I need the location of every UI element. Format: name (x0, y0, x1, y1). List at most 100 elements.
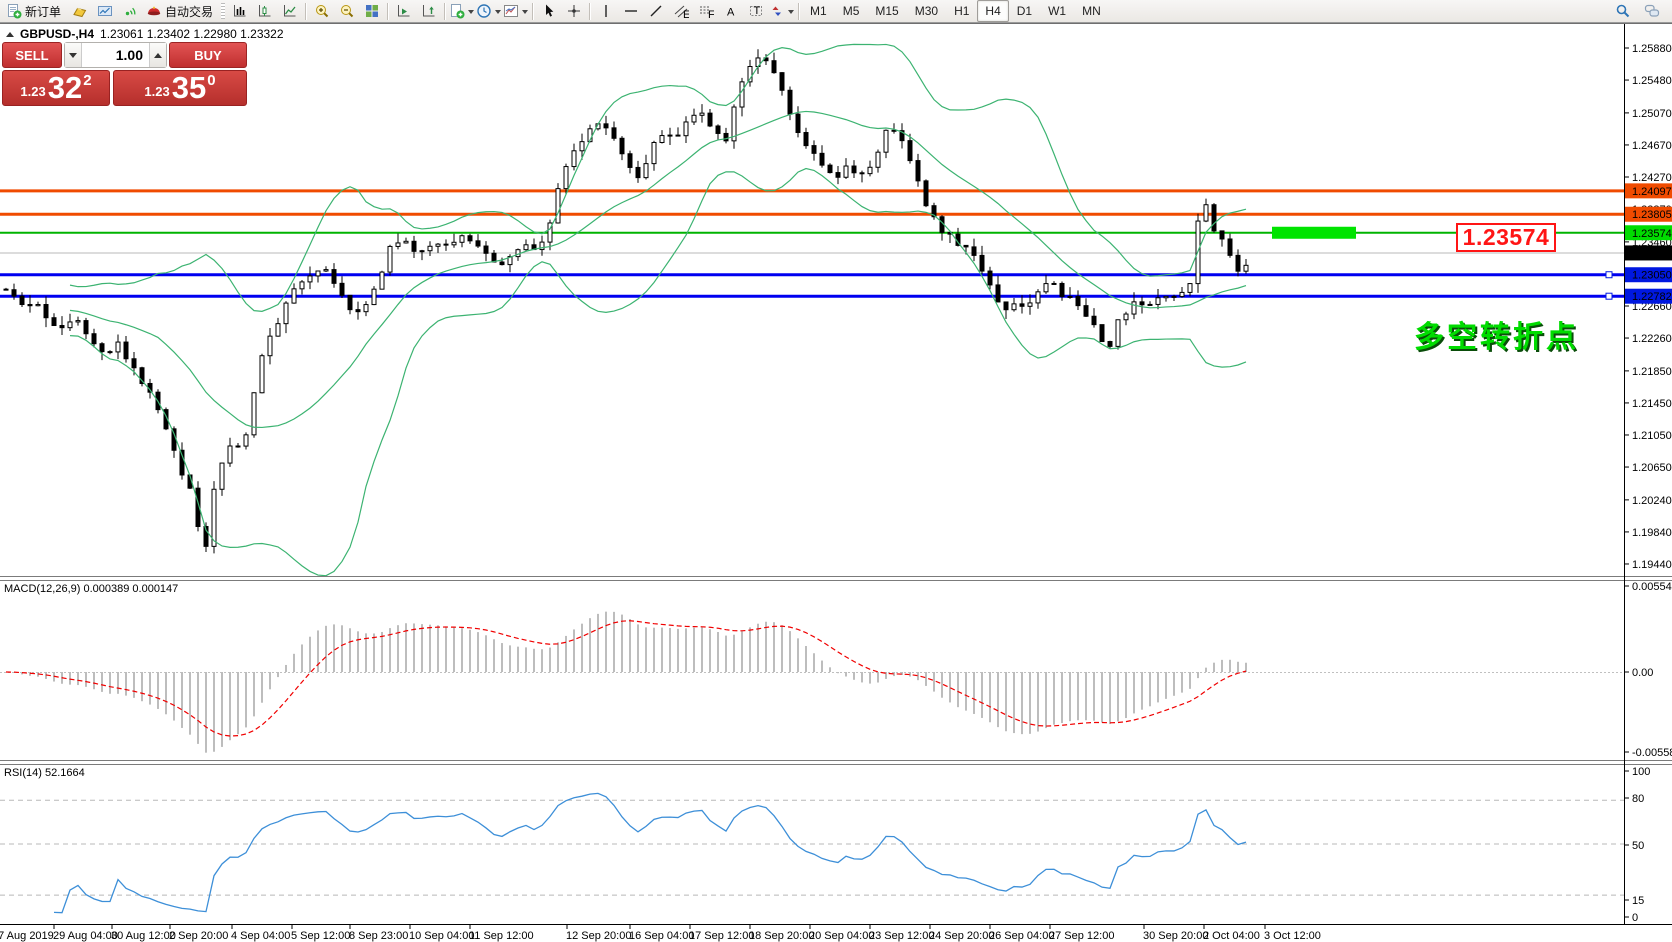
cursor-button[interactable] (536, 0, 561, 22)
tile-windows-button[interactable] (359, 0, 384, 22)
sell-button[interactable]: SELL (2, 42, 62, 68)
line-chart-button[interactable] (277, 0, 302, 22)
svg-text:1.25480: 1.25480 (1632, 75, 1672, 87)
sell-price-pips: 32 (47, 70, 83, 105)
collapse-arrow-icon[interactable] (6, 28, 14, 37)
timeframe-w1-button[interactable]: W1 (1048, 4, 1067, 18)
timeframe-d1-button[interactable]: D1 (1016, 4, 1033, 18)
timeframe-m5-button[interactable]: M5 (842, 4, 860, 18)
zoom-in-button[interactable] (309, 0, 334, 22)
text-tool-button[interactable]: A (718, 0, 743, 22)
timeframe-m30-button[interactable]: M30 (914, 4, 939, 18)
spinner-up-icon (154, 49, 162, 58)
timeframe-mn-button[interactable]: MN (1082, 4, 1101, 18)
one-click-prices: 1.23 32 2 1.23 35 0 (2, 70, 247, 106)
chart-shift-icon (421, 3, 437, 19)
price-annotation-box[interactable]: 1.23574 (1456, 223, 1556, 252)
pivot-highlight-bar[interactable] (1272, 226, 1356, 239)
svg-text:17 Sep 12:00: 17 Sep 12:00 (689, 930, 754, 942)
line-handle[interactable] (1605, 292, 1613, 300)
sell-price-button[interactable]: 1.23 32 2 (2, 70, 110, 106)
svg-text:1.21450: 1.21450 (1632, 398, 1672, 410)
arrows-icon (769, 3, 785, 19)
svg-text:1.22260: 1.22260 (1632, 333, 1672, 345)
ohlc-values: 1.23061 1.23402 1.22980 1.23322 (100, 27, 284, 41)
bar-chart-button[interactable] (227, 0, 252, 22)
horizontal-line-button[interactable] (618, 0, 643, 22)
price-axis[interactable]: 1.25880 1.25480 1.25070 1.24670 1.24270 1.238… (1624, 43, 1672, 571)
rsi-label: RSI(14) 52.1664 (4, 767, 85, 779)
svg-text:A: A (727, 7, 735, 19)
buy-price-button[interactable]: 1.23 35 0 (113, 70, 247, 106)
svg-text:1.25070: 1.25070 (1632, 108, 1672, 120)
community-button[interactable] (1639, 0, 1664, 22)
spinner-down-icon (69, 52, 77, 62)
svg-text:5 Sep 12:00: 5 Sep 12:00 (291, 930, 350, 942)
new-order-button[interactable]: 新订单 (2, 0, 67, 22)
price-tag: 1.23805 (1625, 206, 1672, 222)
arrows-tool-button[interactable] (768, 0, 795, 22)
horizontal-line-icon (623, 3, 639, 19)
chart-shift-button[interactable] (416, 0, 441, 22)
price-tag: 1.23050 (1625, 267, 1672, 283)
new-order-icon (6, 3, 22, 19)
crosshair-button[interactable] (561, 0, 586, 22)
dropdown-caret-icon (522, 10, 529, 17)
svg-text:1.20240: 1.20240 (1632, 495, 1672, 507)
timeframe-h1-button[interactable]: H1 (954, 4, 970, 18)
buy-price-point: 0 (207, 72, 216, 89)
charts-cloud-button[interactable] (92, 0, 117, 22)
volume-decrease-button[interactable] (65, 43, 82, 67)
toolbar-separator (532, 2, 534, 20)
text-label-button[interactable]: T (743, 0, 768, 22)
crosshair-icon (566, 3, 582, 19)
svg-text:3 Oct 12:00: 3 Oct 12:00 (1264, 930, 1321, 942)
volume-increase-button[interactable] (149, 43, 166, 67)
template-icon (503, 3, 519, 19)
svg-text:1.25880: 1.25880 (1632, 43, 1672, 55)
sell-price-point: 2 (83, 72, 92, 89)
deposit-button[interactable] (67, 0, 92, 22)
line-handle[interactable] (1605, 271, 1613, 279)
timeframe-m15-button[interactable]: M15 (875, 4, 899, 18)
search-button[interactable] (1610, 0, 1635, 22)
trendline-button[interactable] (643, 0, 668, 22)
timeframe-m1-button[interactable]: M1 (810, 4, 827, 18)
auto-trading-button[interactable]: 自动交易 (142, 0, 219, 22)
buy-button[interactable]: BUY (169, 42, 247, 68)
templates-button[interactable] (502, 0, 529, 22)
periods-button[interactable] (475, 0, 502, 22)
turning-point-label[interactable]: 多空转折点 (1414, 321, 1579, 354)
svg-text:1.20650: 1.20650 (1632, 462, 1672, 474)
auto-scroll-button[interactable] (391, 0, 416, 22)
toolbar-separator (444, 2, 446, 20)
one-click-trading-panel: SELL BUY 1.23 32 2 1.23 35 0 (2, 42, 247, 106)
dropdown-caret-icon (788, 10, 795, 17)
fibonacci-button[interactable]: F (693, 0, 718, 22)
macd-signal-line (5, 620, 1247, 737)
new-chart-button[interactable] (448, 0, 475, 22)
svg-text:10 Sep 04:00: 10 Sep 04:00 (409, 930, 474, 942)
svg-text:2 Oct 04:00: 2 Oct 04:00 (1203, 930, 1260, 942)
toolbar-separator (305, 2, 307, 20)
clock-icon (476, 3, 492, 19)
toolbar-separator (387, 2, 389, 20)
svg-text:4 Sep 04:00: 4 Sep 04:00 (231, 930, 290, 942)
svg-text:0.00: 0.00 (1632, 667, 1653, 679)
toolbar-separator (589, 2, 591, 20)
candlestick-chart-button[interactable] (252, 0, 277, 22)
zoom-out-button[interactable] (334, 0, 359, 22)
vertical-line-button[interactable] (593, 0, 618, 22)
vertical-line-icon (598, 3, 614, 19)
timeframe-h4-button[interactable]: H4 (977, 0, 1009, 22)
equidistant-channel-button[interactable]: E (668, 0, 693, 22)
volume-input[interactable] (82, 43, 149, 67)
dropdown-caret-icon (468, 10, 475, 17)
signals-button[interactable] (117, 0, 142, 22)
svg-text:23 Sep 12:00: 23 Sep 12:00 (869, 930, 934, 942)
svg-text:2 Sep 20:00: 2 Sep 20:00 (169, 930, 228, 942)
horizontal-level-lines[interactable] (0, 189, 1624, 298)
